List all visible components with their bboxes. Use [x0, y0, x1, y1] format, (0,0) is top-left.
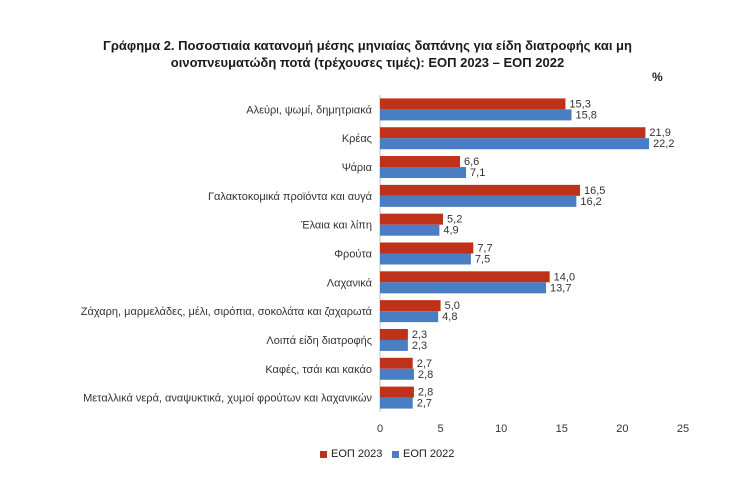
data-label-2022: 4,9 — [443, 225, 458, 237]
bar-2022 — [380, 253, 471, 265]
data-label-2023: 6,6 — [464, 156, 479, 168]
bar-2022 — [380, 195, 577, 207]
category-label: Λοιπά είδη διατροφής — [266, 335, 372, 347]
category-label: Λαχανικά — [327, 277, 373, 289]
category-label: Κρέας — [342, 133, 372, 145]
data-label-2023: 15,3 — [569, 98, 590, 110]
data-label-2022: 2,3 — [412, 340, 427, 352]
data-label-2023: 21,9 — [649, 127, 670, 139]
category-label: Καφές, τσάι και κακάο — [265, 364, 372, 376]
bar-2022 — [380, 167, 467, 179]
data-label-2022: 13,7 — [550, 282, 571, 294]
bar-2022 — [380, 368, 414, 380]
data-label-2022: 16,2 — [580, 196, 601, 208]
category-label: Μεταλλικά νερά, αναψυκτικά, χυμοί φρούτω… — [83, 393, 372, 405]
bar-2022 — [380, 109, 572, 121]
bar-2023 — [380, 156, 460, 168]
bar-2023 — [380, 300, 441, 312]
legend: ΕΟΠ 2023 ΕΟΠ 2022 — [0, 446, 735, 462]
bar-2023 — [380, 357, 413, 369]
data-label-2022: 4,8 — [442, 311, 457, 323]
data-label-2023: 7,7 — [477, 243, 492, 255]
category-label: Έλαια και λίπη — [300, 220, 372, 232]
legend-item-2023: ΕΟΠ 2023 — [320, 446, 382, 462]
data-label-2022: 7,5 — [475, 254, 490, 266]
data-label-2023: 5,0 — [445, 300, 460, 312]
legend-swatch-2022 — [392, 450, 399, 458]
data-label-2022: 2,7 — [417, 398, 432, 410]
data-label-2023: 14,0 — [554, 271, 575, 283]
bar-2022 — [380, 138, 650, 150]
chart-title-line-2: οινοπνευματώδη ποτά (τρέχουσες τιμές): Ε… — [170, 55, 565, 70]
x-tick-label: 15 — [556, 423, 568, 435]
data-label-2023: 2,7 — [417, 358, 432, 370]
category-label: Φρούτα — [334, 249, 372, 261]
data-label-2022: 2,8 — [418, 369, 433, 381]
data-label-2022: 15,8 — [575, 109, 596, 121]
x-tick-label: 25 — [677, 423, 689, 435]
data-label-2023: 2,3 — [412, 329, 427, 341]
bar-2022 — [380, 282, 547, 294]
bar-2022 — [380, 397, 413, 409]
legend-swatch-2023 — [320, 450, 327, 458]
legend-label-2022: ΕΟΠ 2022 — [403, 448, 455, 460]
x-tick-label: 10 — [495, 423, 507, 435]
data-label-2022: 22,2 — [653, 138, 674, 150]
legend-label-2023: ΕΟΠ 2023 — [331, 448, 383, 460]
bar-2023 — [380, 386, 414, 398]
bar-2023 — [380, 98, 566, 110]
legend-item-2022: ΕΟΠ 2022 — [392, 446, 454, 462]
data-label-2023: 2,8 — [418, 387, 433, 399]
data-label-2023: 5,2 — [447, 214, 462, 226]
bar-2023 — [380, 328, 408, 340]
bar-2022 — [380, 224, 440, 236]
data-label-2023: 16,5 — [584, 185, 605, 197]
bar-2023 — [380, 184, 580, 196]
x-tick-label: 20 — [616, 423, 628, 435]
category-label: Γαλακτοκομικά προϊόντα και αυγά — [208, 191, 373, 203]
bar-2023 — [380, 213, 444, 225]
chart-title-line-1: Γράφημα 2. Ποσοστιαία κατανομή μέσης μην… — [103, 38, 632, 53]
bar-2023 — [380, 271, 550, 283]
category-label: Ζάχαρη, μαρμελάδες, μέλι, σιρόπια, σοκολ… — [81, 306, 373, 318]
bar-2023 — [380, 242, 474, 254]
x-tick-label: 0 — [377, 423, 383, 435]
unit-label: % — [652, 70, 663, 84]
bar-2022 — [380, 311, 439, 323]
bar-2022 — [380, 339, 408, 351]
category-label: Ψάρια — [342, 162, 373, 174]
x-tick-label: 5 — [438, 423, 444, 435]
bar-2023 — [380, 127, 646, 139]
data-label-2022: 7,1 — [470, 167, 485, 179]
category-label: Αλεύρι, ψωμί, δημητριακά — [246, 104, 372, 116]
